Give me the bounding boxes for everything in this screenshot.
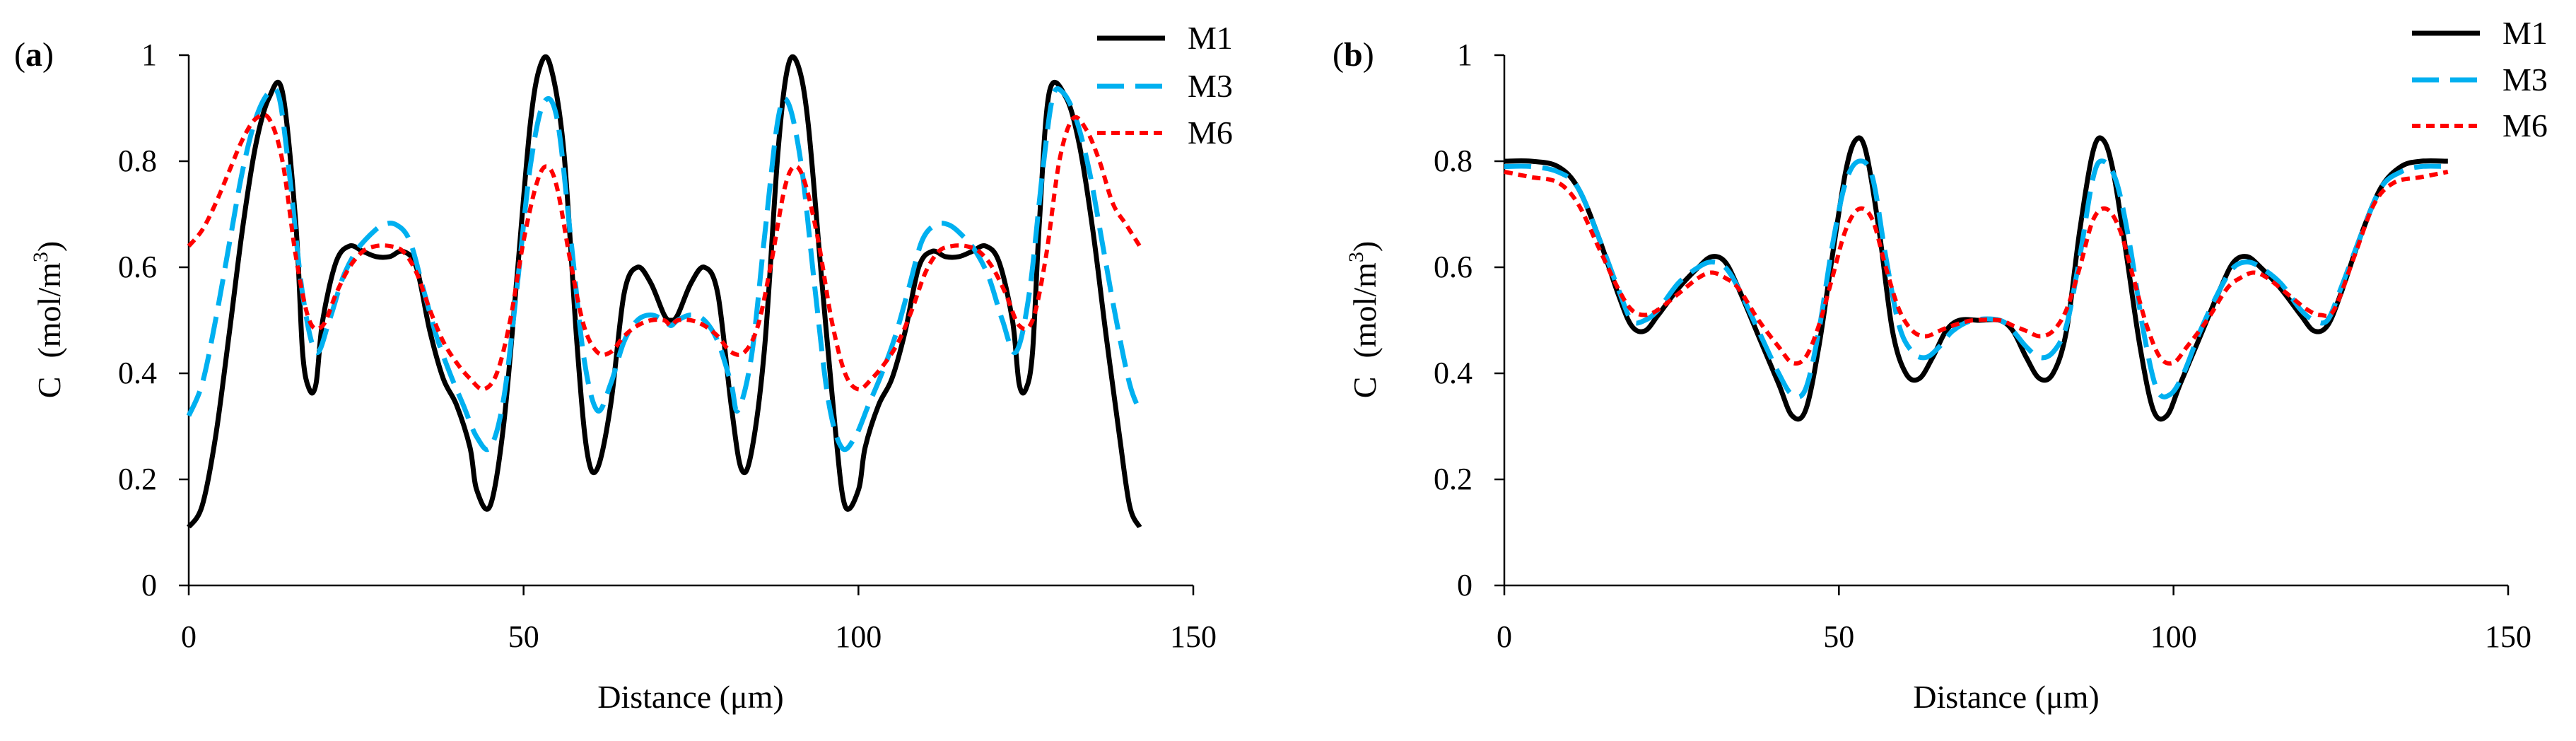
panel-b-close-paren: ) (1363, 36, 1374, 74)
panel-a-y-axis-unit-close: ) (31, 241, 67, 252)
panel-b-y-tick-label: 0.2 (1434, 462, 1473, 496)
panel-b-y-axis-symbol: C (1347, 377, 1383, 399)
panel-b-y-tick-label: 0.4 (1434, 356, 1473, 390)
panel-b-x-tick-marks (1503, 585, 2510, 595)
panel-b-y-axis-title: C (mol/m3) (1345, 241, 1383, 398)
panel-b-y-tick-label: 0.6 (1434, 250, 1473, 284)
panel-b-y-axis-unit-power: 3 (1345, 252, 1368, 262)
panel-b-letter: b (1344, 36, 1363, 74)
panel-b-y-axis-unit: (mol/m (1347, 262, 1383, 358)
panel-a-y-tick-marks (179, 54, 189, 587)
panel-b-y-tick-label: 1 (1457, 37, 1473, 72)
panel-a-legend: M1 M3 M6 (1097, 20, 1233, 151)
panel-a-y-tick-label: 0 (141, 568, 157, 602)
panel-b-label: (b) (1333, 36, 1374, 74)
panel-b-series-m1 (1504, 135, 2448, 422)
panel-b-legend-label-m6: M6 (2502, 107, 2548, 144)
panel-a-x-tick-label: 0 (181, 619, 197, 654)
panel-b-y-tick-label: 0.8 (1434, 144, 1473, 178)
panel-a-legend-label-m1: M1 (1188, 20, 1233, 56)
panel-a-y-axis-unit: (mol/m (31, 262, 67, 358)
panel-a-open-paren: ( (14, 36, 25, 74)
panel-b-x-tick-label: 100 (2150, 619, 2197, 654)
panel-a-series-m1 (187, 54, 1142, 529)
panel-a-y-tick-label: 0.2 (118, 462, 157, 496)
panel-b-legend-label-m3: M3 (2502, 62, 2548, 98)
panel-a-x-tick-label: 150 (1170, 619, 1217, 654)
panel-a-y-tick-label: 0.6 (118, 250, 157, 284)
panel-b-legend: M1 M3 M6 (2412, 15, 2548, 144)
panel-a-plot-lines (186, 54, 1142, 529)
panel-a-y-tick-label: 1 (141, 37, 157, 72)
panel-b-legend-label-m1: M1 (2502, 15, 2548, 51)
panel-a-close-paren: ) (42, 36, 54, 74)
panel-b: (b) 0 0.2 0.4 0.6 0.8 1 0 50 100 150 Dis… (1333, 15, 2548, 715)
panel-b-y-tick-marks (1494, 54, 1504, 587)
panel-b-y-axis-unit-close: ) (1347, 241, 1383, 252)
panel-a-series-m6 (187, 112, 1142, 392)
panel-b-x-tick-label: 0 (1497, 619, 1512, 654)
panel-a-y-tick-label: 0.8 (118, 144, 157, 178)
panel-a-y-axis-title: C (mol/m3) (29, 241, 67, 398)
panel-a-x-tick-label: 100 (835, 619, 882, 654)
panel-a-letter: a (25, 36, 42, 74)
panel-b-series-m6 (1504, 170, 2449, 366)
panel-a-x-tick-marks (187, 585, 1195, 595)
panel-a-series-m3 (186, 86, 1142, 453)
panel-a-legend-label-m6: M6 (1188, 115, 1233, 151)
panel-a-x-tick-label: 50 (508, 619, 539, 654)
panel-a-x-axis-title: Distance (μm) (597, 679, 784, 715)
panel-a-y-axis-unit-power: 3 (29, 252, 52, 262)
panel-b-x-tick-label: 50 (1823, 619, 1854, 654)
panel-a-legend-label-m3: M3 (1188, 68, 1233, 104)
panel-b-x-tick-label: 150 (2485, 619, 2531, 654)
panel-b-x-axis-title: Distance (μm) (1913, 679, 2100, 715)
panel-b-plot-lines (1504, 135, 2449, 422)
panel-a-y-tick-label: 0.4 (118, 356, 157, 390)
panel-a: (a) 0 0.2 0.4 0.6 0.8 1 0 50 100 150 Dis… (14, 20, 1233, 715)
panel-b-series-m3 (1504, 158, 2448, 399)
panel-b-y-tick-label: 0 (1457, 568, 1473, 602)
panel-b-open-paren: ( (1333, 36, 1344, 74)
panel-a-y-axis-symbol: C (31, 377, 67, 399)
panel-a-label: (a) (14, 36, 54, 74)
